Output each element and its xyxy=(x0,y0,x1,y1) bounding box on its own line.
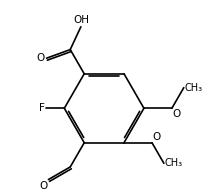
Text: F: F xyxy=(39,103,45,113)
Text: O: O xyxy=(153,132,161,142)
Text: CH₃: CH₃ xyxy=(185,83,203,93)
Text: O: O xyxy=(39,181,47,191)
Text: OH: OH xyxy=(73,15,89,25)
Text: CH₃: CH₃ xyxy=(165,158,183,168)
Text: O: O xyxy=(173,109,181,119)
Text: O: O xyxy=(37,53,45,63)
